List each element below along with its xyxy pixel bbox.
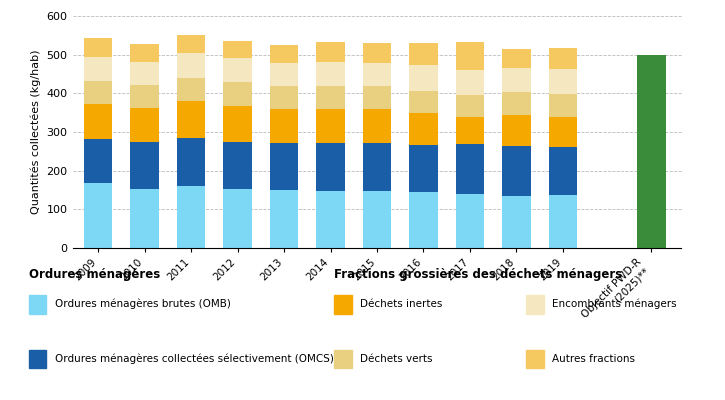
Bar	[223, 82, 252, 106]
Bar	[316, 109, 345, 143]
Bar	[502, 196, 531, 248]
Bar	[455, 42, 484, 70]
Bar	[130, 62, 159, 85]
Bar	[270, 190, 299, 248]
Text: Ordures ménagères collectées sélectivement (OMCS): Ordures ménagères collectées sélectiveme…	[55, 354, 334, 364]
Bar	[316, 143, 345, 191]
Bar	[362, 63, 392, 86]
Bar	[455, 144, 484, 194]
Bar	[177, 186, 205, 248]
Bar	[316, 191, 345, 248]
Text: Fractions grossières des déchets ménagers: Fractions grossières des déchets ménager…	[334, 268, 622, 280]
Bar	[409, 43, 438, 66]
Bar	[502, 114, 531, 146]
Bar	[83, 138, 112, 183]
Bar	[83, 80, 112, 104]
Bar	[270, 45, 299, 63]
Bar	[334, 350, 352, 368]
Bar	[455, 70, 484, 95]
Bar	[177, 101, 205, 138]
Bar	[455, 95, 484, 116]
Bar	[83, 38, 112, 57]
Bar	[270, 63, 299, 86]
Bar	[130, 44, 159, 62]
Text: Autres fractions: Autres fractions	[552, 354, 635, 364]
Bar	[362, 191, 392, 248]
Bar	[316, 86, 345, 109]
Bar	[362, 43, 392, 63]
Bar	[526, 350, 544, 368]
Bar	[549, 94, 577, 116]
Bar	[316, 62, 345, 86]
Bar	[362, 143, 392, 191]
Bar	[130, 108, 159, 142]
Bar	[502, 146, 531, 196]
Bar	[526, 295, 544, 314]
Bar	[177, 78, 205, 101]
Bar	[223, 189, 252, 248]
Bar	[83, 183, 112, 248]
Bar	[409, 192, 438, 248]
Bar	[409, 113, 438, 145]
Bar	[28, 295, 46, 314]
Bar	[83, 57, 112, 80]
Bar	[223, 41, 252, 58]
Bar	[455, 194, 484, 248]
Bar	[549, 69, 577, 94]
Text: Déchets verts: Déchets verts	[360, 354, 433, 364]
Bar	[502, 49, 531, 68]
Bar	[270, 109, 299, 143]
Y-axis label: Quantités collectées (kg/hab): Quantités collectées (kg/hab)	[30, 50, 41, 214]
Bar	[549, 48, 577, 69]
Bar	[177, 138, 205, 186]
Bar	[409, 66, 438, 91]
Bar	[409, 145, 438, 192]
Bar	[549, 195, 577, 248]
Bar	[223, 58, 252, 82]
Bar	[130, 189, 159, 248]
Bar	[177, 34, 205, 53]
Bar	[130, 142, 159, 189]
Bar	[502, 68, 531, 92]
Bar	[455, 116, 484, 144]
Bar	[549, 148, 577, 195]
Bar	[362, 109, 392, 143]
Text: Déchets inertes: Déchets inertes	[360, 299, 443, 309]
Bar	[316, 42, 345, 62]
Bar	[409, 91, 438, 113]
Bar	[223, 106, 252, 142]
Bar	[549, 116, 577, 148]
Bar	[177, 53, 205, 78]
Text: Ordures ménagères: Ordures ménagères	[28, 268, 160, 280]
Bar	[362, 86, 392, 109]
Bar	[83, 104, 112, 138]
Bar	[28, 350, 46, 368]
Text: Encombrants ménagers: Encombrants ménagers	[552, 299, 677, 310]
Bar	[270, 86, 299, 109]
Bar	[637, 55, 666, 248]
Text: Ordures ménagères brutes (OMB): Ordures ménagères brutes (OMB)	[55, 299, 231, 310]
Bar	[334, 295, 352, 314]
Bar	[223, 142, 252, 189]
Bar	[130, 85, 159, 108]
Bar	[502, 92, 531, 115]
Bar	[270, 143, 299, 190]
